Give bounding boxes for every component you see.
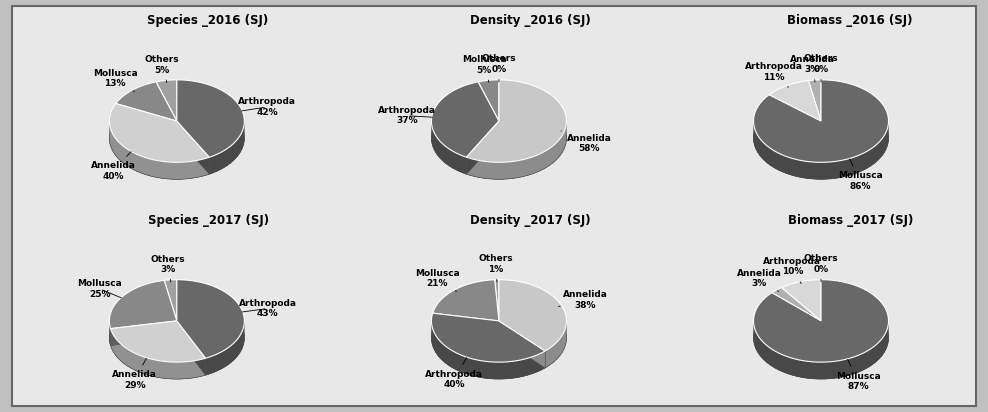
- Text: Annelida
3%: Annelida 3%: [737, 269, 782, 292]
- Polygon shape: [111, 321, 206, 362]
- Text: Mollusca
86%: Mollusca 86%: [838, 159, 883, 191]
- Polygon shape: [110, 281, 177, 329]
- Polygon shape: [478, 80, 499, 121]
- Text: Annelida
38%: Annelida 38%: [558, 290, 608, 310]
- Text: Mollusca
21%: Mollusca 21%: [415, 269, 459, 292]
- Polygon shape: [177, 280, 244, 358]
- Polygon shape: [432, 313, 545, 362]
- Polygon shape: [499, 280, 566, 351]
- Polygon shape: [769, 81, 821, 121]
- Ellipse shape: [432, 97, 566, 179]
- Ellipse shape: [110, 297, 244, 379]
- Polygon shape: [110, 121, 209, 179]
- Text: Others
5%: Others 5%: [145, 55, 180, 82]
- Text: Mollusca
25%: Mollusca 25%: [77, 279, 123, 299]
- Polygon shape: [754, 321, 888, 379]
- Text: Species _2016 (SJ): Species _2016 (SJ): [147, 14, 269, 27]
- Ellipse shape: [432, 297, 566, 379]
- Polygon shape: [111, 321, 177, 346]
- Text: Biomass _2017 (SJ): Biomass _2017 (SJ): [787, 214, 913, 227]
- Text: Arthropoda
40%: Arthropoda 40%: [425, 358, 483, 389]
- Ellipse shape: [754, 297, 888, 379]
- Text: Arthropoda
42%: Arthropoda 42%: [238, 97, 296, 117]
- Polygon shape: [466, 121, 566, 179]
- Polygon shape: [111, 321, 177, 346]
- Ellipse shape: [754, 97, 888, 179]
- Text: Mollusca
87%: Mollusca 87%: [836, 359, 880, 391]
- Text: Annelida
58%: Annelida 58%: [561, 131, 612, 153]
- Text: Others
0%: Others 0%: [803, 54, 839, 82]
- Polygon shape: [545, 321, 566, 368]
- Ellipse shape: [110, 97, 244, 179]
- Polygon shape: [209, 122, 244, 174]
- Polygon shape: [772, 288, 821, 321]
- Text: Species _2017 (SJ): Species _2017 (SJ): [147, 214, 269, 227]
- Polygon shape: [432, 82, 499, 157]
- Polygon shape: [177, 121, 209, 174]
- Polygon shape: [177, 80, 244, 157]
- Polygon shape: [433, 280, 499, 321]
- Polygon shape: [754, 80, 888, 162]
- Text: Arthropoda
43%: Arthropoda 43%: [239, 299, 296, 318]
- Polygon shape: [177, 321, 206, 375]
- Polygon shape: [754, 121, 888, 179]
- Polygon shape: [808, 80, 821, 121]
- Text: Mollusca
13%: Mollusca 13%: [93, 69, 137, 92]
- Text: Annelida
40%: Annelida 40%: [91, 152, 135, 181]
- Polygon shape: [466, 121, 499, 174]
- Text: Density _2017 (SJ): Density _2017 (SJ): [470, 214, 591, 227]
- Polygon shape: [499, 321, 545, 368]
- Text: Density _2016 (SJ): Density _2016 (SJ): [470, 14, 591, 27]
- Text: Arthropoda
10%: Arthropoda 10%: [764, 257, 821, 283]
- Polygon shape: [782, 280, 821, 321]
- Polygon shape: [164, 280, 177, 321]
- Text: Annelida
3%: Annelida 3%: [789, 55, 835, 82]
- Polygon shape: [156, 80, 177, 121]
- Polygon shape: [110, 103, 209, 162]
- Text: Biomass _2016 (SJ): Biomass _2016 (SJ): [787, 14, 913, 27]
- Text: Annelida
29%: Annelida 29%: [112, 358, 157, 390]
- Polygon shape: [116, 82, 177, 121]
- Polygon shape: [432, 121, 466, 174]
- Polygon shape: [466, 121, 499, 174]
- Polygon shape: [499, 321, 545, 368]
- Polygon shape: [754, 280, 888, 362]
- Polygon shape: [495, 280, 499, 321]
- Polygon shape: [206, 321, 244, 375]
- Polygon shape: [177, 321, 206, 375]
- Polygon shape: [111, 329, 206, 379]
- Text: Mollusca
5%: Mollusca 5%: [462, 55, 507, 82]
- Polygon shape: [177, 121, 209, 174]
- Text: Arthropoda
37%: Arthropoda 37%: [378, 106, 436, 125]
- Text: Others
3%: Others 3%: [151, 255, 186, 282]
- Text: Arthropoda
11%: Arthropoda 11%: [745, 62, 802, 87]
- Text: Others
0%: Others 0%: [481, 54, 517, 82]
- Text: Others
0%: Others 0%: [803, 254, 839, 282]
- Polygon shape: [432, 321, 545, 379]
- Polygon shape: [466, 80, 566, 162]
- Text: Others
1%: Others 1%: [479, 254, 514, 282]
- Polygon shape: [110, 321, 111, 346]
